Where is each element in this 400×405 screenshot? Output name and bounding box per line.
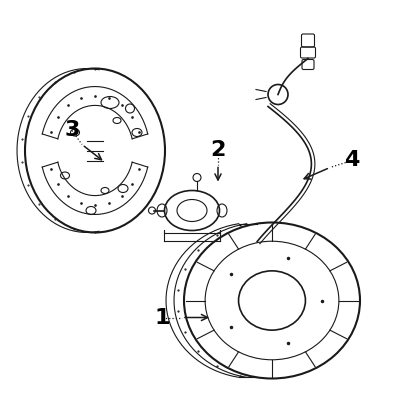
Text: 3: 3 — [64, 121, 80, 141]
Text: 1: 1 — [154, 307, 170, 328]
Text: 2: 2 — [210, 141, 226, 160]
Text: 4: 4 — [344, 151, 360, 171]
